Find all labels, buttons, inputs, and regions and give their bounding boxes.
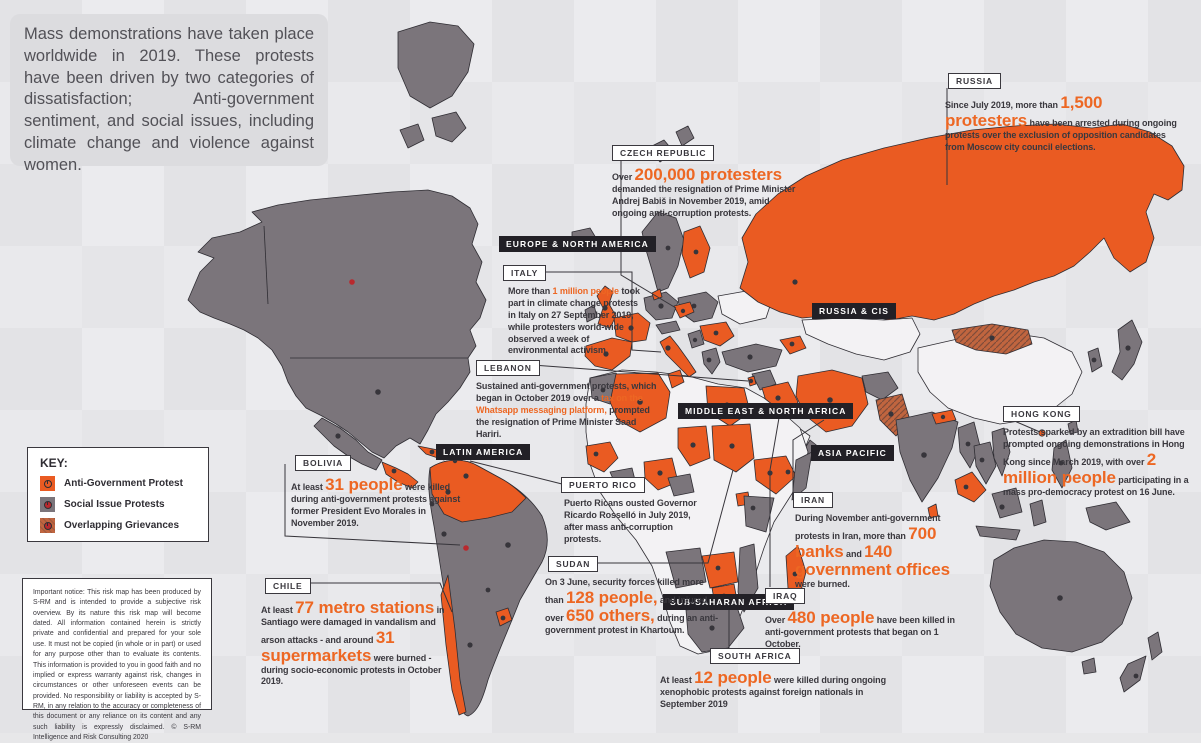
map-russia-cis — [739, 123, 1185, 361]
callout-lebanon: LEBANON Sustained anti-government protes… — [476, 358, 658, 440]
callout-iraq: IRAQ Over 480 people have been killed in… — [765, 586, 973, 651]
key-title: KEY: — [40, 456, 68, 470]
country-label-iran: IRAN — [793, 492, 833, 508]
callout-text-iran: During November anti-government protests… — [795, 513, 951, 589]
country-mexico — [313, 417, 383, 471]
country-label-czech-republic: CZECH REPUBLIC — [612, 145, 715, 161]
key-item-label: Overlapping Grievances — [64, 520, 180, 531]
country-colombia-venezuela — [429, 459, 527, 523]
callout-bolivia: BOLIVIA At least 31 people were killed d… — [291, 453, 469, 530]
country-kenya-tanzania — [743, 495, 775, 533]
callout-text-chile: At least 77 metro stations in Santiago w… — [261, 598, 445, 687]
overlapping-grievances-swatch-icon — [40, 518, 55, 533]
important-notice-text: Important notice: This risk map has been… — [33, 589, 201, 742]
callout-russia: RUSSIA Since July 2019, more than 1,500 … — [945, 71, 1185, 154]
callout-text-czech-republic: Over 200,000 protesters demanded the res… — [612, 165, 796, 218]
callout-text-russia: Since July 2019, more than 1,500 protest… — [945, 93, 1177, 152]
country-new-guinea — [1085, 501, 1131, 531]
map-europe — [584, 211, 773, 378]
region-label-latin-america: LATIN AMERICA — [436, 444, 531, 460]
region-label-asia-pacific: ASIA PACIFIC — [811, 445, 894, 461]
callout-text-bolivia: At least 31 people were killed during an… — [291, 475, 461, 528]
country-label-hong-kong: HONG KONG — [1003, 406, 1080, 422]
country-kazakhstan — [801, 317, 921, 361]
country-ethiopia — [753, 455, 797, 495]
callout-text-puerto-rico: Puerto Ricans ousted Governor Ricardo Ro… — [564, 498, 697, 544]
callout-connectors — [284, 88, 1041, 648]
callout-puerto-rico: PUERTO RICO Puerto Ricans ousted Governo… — [561, 475, 709, 546]
country-angola — [665, 547, 707, 589]
callout-text-iraq: Over 480 people have been killed in anti… — [765, 608, 955, 649]
social-issue-swatch-icon — [40, 497, 55, 512]
callout-south-africa: SOUTH AFRICA At least 12 people were kil… — [660, 646, 896, 711]
callout-chile: CHILE At least 77 metro stations in Sant… — [261, 576, 457, 688]
callout-text-hong-kong: Protests sparked by an extradition bill … — [1003, 427, 1189, 497]
marker-hong-kong — [1038, 429, 1046, 437]
country-central-america — [381, 461, 419, 489]
region-label-sub-saharan-africa: SUB-SAHARAN AFRICA — [663, 594, 795, 610]
country-chile — [440, 574, 467, 716]
callout-text-lebanon: Sustained anti-government protests, whic… — [476, 381, 657, 439]
key-item-social-issue: Social Issue Protests — [40, 497, 196, 512]
anti-government-swatch-icon — [40, 476, 55, 491]
country-india — [895, 411, 959, 503]
callout-czech-republic: CZECH REPUBLIC Over 200,000 protesters d… — [612, 143, 804, 220]
country-sri-lanka — [927, 503, 939, 519]
country-malaysia-sumatra — [954, 471, 987, 503]
intro-text: Mass demonstrations have taken place wor… — [24, 25, 314, 174]
callout-italy: ITALY More than 1 million people took pa… — [503, 263, 646, 357]
country-greenland — [397, 21, 475, 109]
callout-text-italy: More than 1 million people took part in … — [508, 286, 640, 356]
intro-panel: Mass demonstrations have taken place wor… — [10, 14, 328, 174]
callout-text-sudan: On 3 June, security forces killed more t… — [545, 577, 719, 635]
region-label-europe-north-america: EUROPE & NORTH AMERICA — [499, 236, 656, 252]
country-vietnam — [991, 427, 1011, 477]
key-item-anti-government: Anti-Government Protest — [40, 476, 196, 491]
country-label-south-africa: SOUTH AFRICA — [710, 648, 800, 664]
country-afghanistan — [861, 371, 899, 401]
country-borneo — [991, 487, 1023, 519]
country-zambia — [701, 551, 739, 589]
key-item-overlapping: Overlapping Grievances — [40, 518, 196, 533]
country-label-sudan: SUDAN — [548, 556, 599, 572]
country-label-italy: ITALY — [503, 265, 547, 281]
country-label-puerto-rico: PUERTO RICO — [561, 477, 645, 493]
key-item-label: Social Issue Protests — [64, 499, 165, 510]
country-java — [975, 525, 1021, 541]
country-thailand — [973, 441, 997, 485]
region-label-middle-east-north-africa: MIDDLE EAST & NORTH AFRICA — [678, 403, 854, 419]
region-label-russia-cis: RUSSIA & CIS — [812, 303, 897, 319]
country-label-chile: CHILE — [265, 578, 311, 594]
country-label-iraq: IRAQ — [765, 588, 806, 604]
callout-text-south-africa: At least 12 people were killed during on… — [660, 668, 886, 709]
key-item-label: Anti-Government Protest — [64, 478, 183, 489]
country-label-russia: RUSSIA — [948, 73, 1001, 89]
important-notice-box: Important notice: This risk map has been… — [22, 578, 212, 741]
country-label-lebanon: LEBANON — [476, 360, 540, 376]
callout-iran: IRAN During November anti-government pro… — [791, 490, 965, 590]
country-ireland — [584, 304, 598, 323]
country-canada-usa — [187, 189, 487, 459]
country-label-bolivia: BOLIVIA — [295, 455, 352, 471]
map-key: KEY: Anti-Government Protest Social Issu… — [27, 447, 209, 542]
callout-hong-kong: HONG KONG Protests sparked by an extradi… — [1003, 404, 1199, 498]
country-new-zealand — [1147, 631, 1163, 661]
callout-sudan: SUDAN On 3 June, security forces killed … — [545, 554, 721, 637]
country-norway-sweden — [641, 211, 685, 293]
